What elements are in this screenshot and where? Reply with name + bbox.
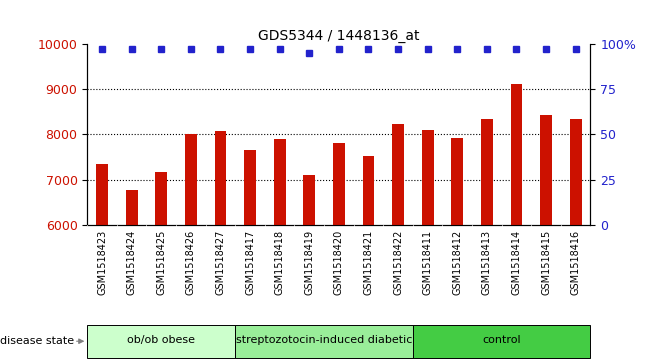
Text: ob/ob obese: ob/ob obese (127, 335, 195, 346)
Bar (215, 131, 226, 363)
Text: disease state: disease state (0, 336, 74, 346)
Bar (422, 130, 433, 363)
Text: GSM1518417: GSM1518417 (245, 230, 255, 295)
Text: GSM1518416: GSM1518416 (570, 230, 580, 295)
FancyBboxPatch shape (413, 325, 590, 358)
Text: streptozotocin-induced diabetic: streptozotocin-induced diabetic (236, 335, 412, 346)
Text: GSM1518420: GSM1518420 (334, 230, 344, 295)
Bar (185, 134, 197, 363)
Text: GSM1518427: GSM1518427 (215, 230, 225, 295)
Bar (155, 171, 167, 363)
Text: GSM1518412: GSM1518412 (452, 230, 462, 295)
Bar (244, 150, 256, 363)
Text: GSM1518422: GSM1518422 (393, 230, 403, 295)
Bar (362, 156, 374, 363)
Bar (540, 115, 552, 363)
Text: GSM1518421: GSM1518421 (364, 230, 374, 295)
Bar (481, 119, 493, 363)
Bar (274, 139, 286, 363)
Text: GSM1518419: GSM1518419 (304, 230, 314, 295)
Bar (452, 138, 463, 363)
Text: GSM1518413: GSM1518413 (482, 230, 492, 295)
Bar (125, 189, 138, 363)
Bar (570, 119, 582, 363)
Bar (333, 143, 345, 363)
Bar (511, 85, 523, 363)
Text: GSM1518414: GSM1518414 (511, 230, 521, 295)
Bar (392, 124, 404, 363)
Text: GSM1518423: GSM1518423 (97, 230, 107, 295)
Text: GSM1518415: GSM1518415 (541, 230, 551, 295)
FancyBboxPatch shape (87, 325, 236, 358)
Bar (96, 164, 108, 363)
Bar (303, 175, 315, 363)
Text: control: control (482, 335, 521, 346)
Title: GDS5344 / 1448136_at: GDS5344 / 1448136_at (258, 29, 419, 42)
Text: GSM1518426: GSM1518426 (186, 230, 196, 295)
Text: GSM1518425: GSM1518425 (156, 230, 166, 295)
Text: GSM1518418: GSM1518418 (274, 230, 285, 295)
Text: GSM1518424: GSM1518424 (127, 230, 137, 295)
Text: GSM1518411: GSM1518411 (423, 230, 433, 295)
FancyBboxPatch shape (236, 325, 413, 358)
